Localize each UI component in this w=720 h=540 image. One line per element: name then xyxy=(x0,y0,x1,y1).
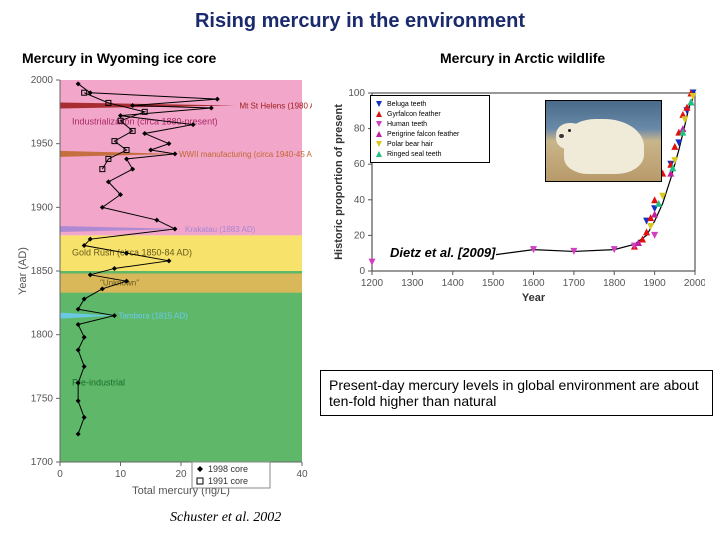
svg-text:Year: Year xyxy=(522,292,546,304)
svg-text:Gold Rush (circa 1850-84 AD): Gold Rush (circa 1850-84 AD) xyxy=(72,248,192,258)
svg-text:40: 40 xyxy=(354,195,366,206)
right-chart-legend: Beluga teethGyrfalcon featherHuman teeth… xyxy=(370,95,490,163)
svg-text:Tambora (1815 AD): Tambora (1815 AD) xyxy=(118,312,188,321)
svg-text:1950: 1950 xyxy=(31,139,54,150)
svg-text:1991 core: 1991 core xyxy=(208,476,248,486)
svg-text:Historic proportion of present: Historic proportion of present xyxy=(333,104,345,260)
summary-callout: Present-day mercury levels in global env… xyxy=(320,370,713,416)
svg-text:2000: 2000 xyxy=(31,75,54,86)
svg-text:0: 0 xyxy=(57,469,63,480)
svg-text:1500: 1500 xyxy=(482,278,505,289)
svg-text:1900: 1900 xyxy=(644,278,667,289)
svg-text:20: 20 xyxy=(175,469,187,480)
svg-text:2000: 2000 xyxy=(684,278,705,289)
svg-text:1700: 1700 xyxy=(563,278,586,289)
svg-text:100: 100 xyxy=(348,88,365,99)
svg-text:1300: 1300 xyxy=(401,278,424,289)
svg-text:1800: 1800 xyxy=(603,278,626,289)
svg-text:Krakatau (1883 AD): Krakatau (1883 AD) xyxy=(185,225,256,234)
svg-text:1900: 1900 xyxy=(31,202,54,213)
svg-text:1200: 1200 xyxy=(361,278,384,289)
chart-wyoming-ice-core: Tambora (1815 AD) Krakatau (1883 AD) WWII … xyxy=(12,74,312,504)
left-subtitle: Mercury in Wyoming ice core xyxy=(22,50,216,66)
svg-text:Mt St Helens (1980 AD): Mt St Helens (1980 AD) xyxy=(239,101,312,110)
svg-text:1800: 1800 xyxy=(31,330,54,341)
svg-text:80: 80 xyxy=(354,124,366,135)
polar-bear-image xyxy=(545,100,662,182)
svg-text:1750: 1750 xyxy=(31,393,54,404)
svg-text:0: 0 xyxy=(359,266,365,277)
svg-text:1700: 1700 xyxy=(31,457,54,468)
svg-text:10: 10 xyxy=(115,469,127,480)
svg-text:WWII manufacturing (circa 1940: WWII manufacturing (circa 1940-45 AD) xyxy=(179,150,312,159)
svg-text:1998 core: 1998 core xyxy=(208,464,248,474)
svg-text:Year (AD): Year (AD) xyxy=(17,247,29,295)
svg-text:40: 40 xyxy=(296,469,308,480)
svg-text:Industrialization (circa 1880-: Industrialization (circa 1880-present) xyxy=(72,117,218,127)
page-title: Rising mercury in the environment xyxy=(0,0,720,39)
svg-text:60: 60 xyxy=(354,159,366,170)
svg-text:1850: 1850 xyxy=(31,266,54,277)
citation-dietz: Dietz et al. [2009] xyxy=(390,245,496,260)
svg-text:20: 20 xyxy=(354,230,366,241)
citation-schuster: Schuster et al. 2002 xyxy=(170,510,281,526)
right-subtitle: Mercury in Arctic wildlife xyxy=(440,50,605,66)
svg-text:1400: 1400 xyxy=(442,278,465,289)
svg-text:1600: 1600 xyxy=(522,278,545,289)
